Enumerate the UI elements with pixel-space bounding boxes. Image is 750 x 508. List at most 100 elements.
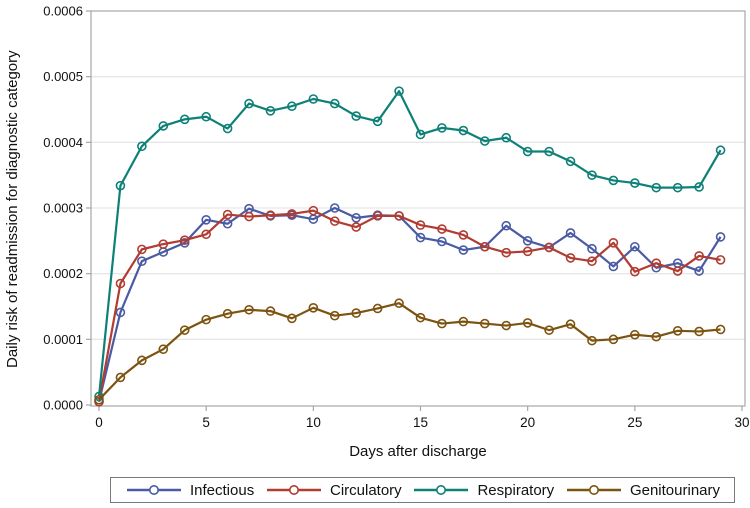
data-point [565, 228, 576, 238]
legend-label: Circulatory [330, 481, 402, 499]
data-point [651, 331, 662, 342]
data-point [372, 303, 383, 314]
data-point [394, 298, 404, 309]
data-point [115, 307, 126, 318]
legend-swatch-icon [267, 485, 321, 495]
data-point [137, 141, 147, 152]
series-line-circulatory [97, 209, 721, 402]
data-point [394, 86, 404, 96]
data-point [415, 232, 426, 243]
data-point [630, 266, 640, 277]
data-point [458, 316, 469, 327]
data-point [179, 114, 190, 125]
data-point [201, 314, 211, 325]
data-point [522, 318, 533, 328]
y-tick-label: 0.0002 [43, 266, 83, 281]
data-point [265, 210, 276, 221]
data-point [672, 266, 683, 276]
data-point [651, 258, 662, 268]
data-point [522, 236, 533, 246]
data-point [587, 335, 597, 346]
data-point [544, 146, 554, 157]
data-point [137, 256, 147, 266]
data-point [458, 230, 469, 240]
data-point [565, 156, 576, 167]
data-point [715, 324, 726, 335]
data-point [351, 111, 362, 121]
data-point [479, 136, 490, 146]
data-point [372, 116, 383, 127]
data-point [479, 318, 490, 329]
legend-label: Infectious [190, 481, 255, 499]
data-point [137, 355, 147, 366]
y-tick-label: 0.0006 [43, 4, 83, 19]
data-point [115, 180, 126, 191]
plot-area: 0.0000 0.0001 0.0002 0.0003 0.0004 0.0005 0.00… [43, 4, 749, 431]
data-point [244, 304, 254, 315]
data-point [201, 215, 211, 225]
data-point [329, 98, 340, 109]
data-point [351, 308, 362, 318]
data-point [158, 239, 169, 249]
data-point [587, 243, 597, 254]
data-point [115, 278, 126, 289]
data-point [672, 325, 683, 336]
data-point [265, 306, 276, 316]
data-point [608, 261, 619, 272]
data-point [501, 247, 512, 258]
data-point [372, 211, 383, 221]
x-tick-label: 10 [306, 415, 321, 430]
data-point [222, 209, 233, 220]
x-axis-title: Days after discharge [349, 443, 487, 460]
data-point [415, 129, 426, 140]
data-point [115, 372, 126, 383]
legend-label: Respiratory [477, 481, 555, 499]
data-point [308, 303, 319, 313]
data-point [694, 326, 704, 337]
data-point [608, 238, 619, 248]
data-point [244, 211, 254, 222]
data-point [608, 334, 619, 345]
data-point [158, 121, 169, 131]
x-tick-label: 25 [627, 415, 642, 430]
data-point [587, 256, 597, 266]
data-point [544, 325, 554, 335]
data-point [715, 232, 726, 242]
series-line-infectious [97, 206, 722, 402]
legend-swatch-icon [414, 485, 469, 495]
data-point [630, 178, 640, 188]
data-point [287, 101, 297, 112]
data-point [715, 145, 726, 156]
data-point [222, 308, 233, 319]
data-point [608, 175, 619, 186]
data-point [201, 111, 211, 122]
data-point [458, 125, 469, 136]
data-point [630, 329, 640, 340]
data-point [351, 222, 362, 232]
data-point [437, 224, 447, 234]
data-point [479, 241, 490, 252]
y-tick-label: 0.0004 [43, 135, 83, 150]
y-tick-label: 0.0003 [43, 201, 83, 216]
series-line-respiratory [97, 90, 722, 397]
x-tick-label: 0 [95, 415, 103, 430]
data-point [437, 123, 447, 133]
legend-item-genitourinary: Genitourinary [565, 482, 720, 499]
data-point [94, 394, 104, 405]
data-point [544, 242, 554, 253]
data-point [565, 319, 576, 330]
data-point [394, 211, 404, 221]
data-point [522, 246, 533, 257]
y-tick-label: 0.0000 [43, 398, 83, 413]
data-point [501, 132, 512, 143]
data-point [287, 313, 297, 324]
y-tick-label: 0.0001 [43, 332, 83, 347]
legend-item-infectious: Infectious [125, 482, 254, 499]
data-point [415, 312, 426, 323]
data-point [694, 182, 704, 192]
data-point [329, 310, 340, 321]
data-point [222, 123, 233, 134]
data-point [565, 253, 576, 263]
legend-swatch-icon [127, 485, 181, 495]
